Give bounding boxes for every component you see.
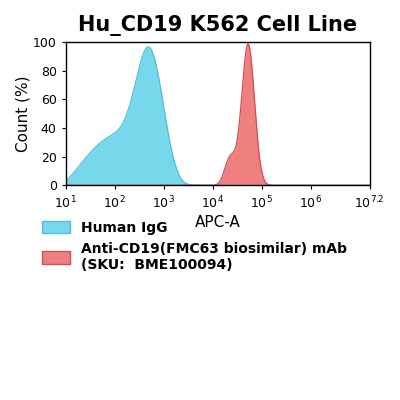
Legend: Human IgG, Anti-CD19(FMC63 biosimilar) mAb
(SKU:  BME100094): Human IgG, Anti-CD19(FMC63 biosimilar) m… xyxy=(42,221,347,272)
X-axis label: APC-A: APC-A xyxy=(195,215,240,230)
Title: Hu_CD19 K562 Cell Line: Hu_CD19 K562 Cell Line xyxy=(78,15,357,36)
Y-axis label: Count (%): Count (%) xyxy=(15,76,30,152)
